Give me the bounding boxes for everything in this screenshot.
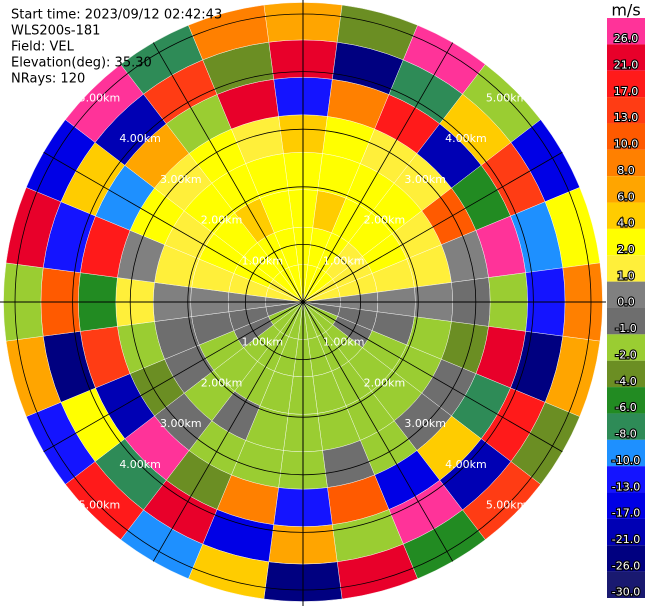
colorbar-label: 17.0 <box>614 85 639 98</box>
range-label: 5.00km <box>486 91 528 104</box>
colorbar-swatch <box>607 492 645 519</box>
range-ring <box>244 243 361 360</box>
range-label: 5.00km <box>79 91 121 104</box>
range-label: 1.00km <box>323 336 365 349</box>
colorbar-swatch <box>607 70 645 98</box>
colorbar-label: -6.0 <box>615 401 636 414</box>
range-label: 2.00km <box>364 376 406 389</box>
range-label: 4.00km <box>119 132 161 145</box>
range-label: 3.00km <box>404 173 446 186</box>
colorbar: m/s 26.0 21.0 17.0 13.0 10.0 8.0 6.0 4.0 2.0 1.0 0.… <box>607 1 645 600</box>
colorbar-swatch <box>607 439 645 467</box>
colorbar-label: 1.0 <box>617 269 635 282</box>
colorbar-label: -26.0 <box>612 559 640 572</box>
range-label: 3.00km <box>160 173 202 186</box>
colorbar-label: -17.0 <box>612 507 640 520</box>
spoke <box>43 151 304 303</box>
range-label: 1.00km <box>323 254 365 267</box>
spoke <box>302 301 563 453</box>
spoke <box>152 301 304 562</box>
colorbar-swatch <box>607 97 645 124</box>
spoke <box>302 151 563 303</box>
range-label: 1.00km <box>241 254 283 267</box>
colorbar-label: -8.0 <box>615 428 636 441</box>
spoke <box>302 301 454 562</box>
colorbar-swatch <box>607 149 645 177</box>
colorbar-swatch <box>607 571 645 598</box>
colorbar-swatch <box>607 413 645 440</box>
colorbar-swatch <box>607 255 645 282</box>
colorbar-swatch <box>607 176 645 203</box>
colorbar-label: 0.0 <box>617 296 635 309</box>
colorbar-label: 10.0 <box>614 138 639 151</box>
colorbar-label: 6.0 <box>617 190 635 203</box>
colorbar-unit: m/s <box>611 1 640 20</box>
range-label: 1.00km <box>241 336 283 349</box>
range-label: 4.00km <box>119 458 161 471</box>
header: Start time: 2023/09/12 02:42:43WLS200s-1… <box>11 8 222 87</box>
header-line: Field: VEL <box>11 40 75 55</box>
colorbar-swatch <box>607 545 645 572</box>
range-label: 4.00km <box>445 132 487 145</box>
colorbar-swatch <box>607 18 645 45</box>
colorbar-swatch <box>607 360 645 388</box>
range-label: 3.00km <box>404 417 446 430</box>
colorbar-swatch <box>607 228 645 256</box>
spoke <box>302 42 454 303</box>
spoke <box>152 42 304 303</box>
colorbar-label: -21.0 <box>612 533 640 546</box>
range-label: 5.00km <box>486 499 528 512</box>
header-line: Start time: 2023/09/12 02:42:43 <box>11 8 222 23</box>
range-label: 5.00km <box>79 499 121 512</box>
colorbar-label: 26.0 <box>614 32 639 45</box>
header-line: WLS200s-181 <box>11 24 100 39</box>
range-label: 2.00km <box>364 214 406 227</box>
colorbar-label: -2.0 <box>615 348 636 361</box>
colorbar-label: -10.0 <box>612 454 640 467</box>
colorbar-label: 8.0 <box>617 164 635 177</box>
colorbar-label: -1.0 <box>615 322 636 335</box>
range-label: 3.00km <box>160 417 202 430</box>
colorbar-swatch <box>607 308 645 335</box>
header-line: NRays: 120 <box>11 72 85 87</box>
range-ring <box>187 186 419 418</box>
colorbar-label: -13.0 <box>612 480 640 493</box>
colorbar-swatch <box>607 518 645 546</box>
colorbar-label: 4.0 <box>617 217 635 230</box>
colorbar-label: -30.0 <box>612 586 640 599</box>
colorbar-label: 2.0 <box>617 243 635 256</box>
range-ring <box>72 71 534 533</box>
colorbar-swatch <box>607 281 645 308</box>
range-label: 4.00km <box>445 458 487 471</box>
range-ring <box>14 13 592 591</box>
colorbar-swatch <box>607 466 645 493</box>
colorbar-swatch <box>607 123 645 150</box>
colorbar-label: 13.0 <box>614 111 639 124</box>
spoke <box>43 301 304 453</box>
colorbar-swatch <box>607 44 645 71</box>
colorbar-swatch <box>607 387 645 414</box>
velocity-cell <box>188 4 270 61</box>
colorbar-label: 21.0 <box>614 58 639 71</box>
colorbar-swatch <box>607 334 645 361</box>
colorbar-swatch <box>607 202 645 229</box>
range-ring <box>129 128 477 476</box>
range-label: 2.00km <box>201 214 243 227</box>
header-line: Elevation(deg): 35.30 <box>11 56 152 71</box>
range-label: 2.00km <box>201 376 243 389</box>
colorbar-label: -4.0 <box>615 375 636 388</box>
ppi-plot: 1.00km 1.00km 1.00km 1.00km 2.00km 2.00km 2.00… <box>0 0 606 606</box>
